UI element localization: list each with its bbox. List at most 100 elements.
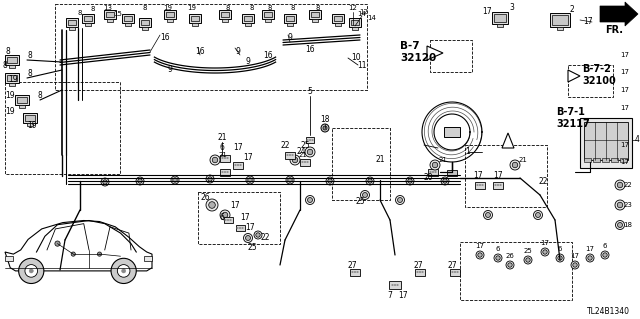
Text: 27: 27 — [447, 261, 457, 270]
Circle shape — [506, 261, 514, 269]
Circle shape — [309, 139, 311, 141]
Circle shape — [526, 258, 530, 262]
Bar — [264, 11, 272, 17]
Bar — [142, 26, 148, 29]
Bar — [27, 123, 33, 126]
Circle shape — [617, 182, 623, 188]
Circle shape — [617, 202, 623, 208]
Circle shape — [111, 258, 136, 284]
Bar — [284, 13, 296, 23]
Circle shape — [305, 196, 314, 204]
Circle shape — [392, 284, 394, 286]
Circle shape — [354, 271, 356, 273]
Circle shape — [362, 193, 367, 197]
Circle shape — [496, 256, 500, 260]
Circle shape — [618, 223, 623, 227]
Text: 18: 18 — [320, 115, 330, 124]
Circle shape — [512, 162, 518, 168]
Text: 17: 17 — [570, 253, 579, 259]
Circle shape — [573, 263, 577, 267]
Text: 17: 17 — [493, 170, 503, 180]
Bar — [415, 269, 425, 276]
Circle shape — [432, 162, 438, 168]
Bar — [66, 18, 78, 26]
Circle shape — [227, 157, 228, 159]
Circle shape — [454, 271, 456, 273]
Text: 21: 21 — [299, 152, 307, 158]
Circle shape — [225, 219, 227, 221]
Circle shape — [307, 149, 313, 155]
Circle shape — [495, 184, 496, 186]
Bar — [351, 19, 359, 25]
Bar — [23, 113, 37, 123]
Circle shape — [308, 197, 312, 203]
Bar — [164, 10, 176, 19]
Circle shape — [122, 269, 125, 273]
Bar — [447, 170, 457, 176]
Bar — [9, 83, 15, 86]
Circle shape — [240, 164, 241, 166]
Bar — [191, 16, 199, 20]
Bar — [262, 10, 274, 19]
Text: 8: 8 — [226, 5, 230, 11]
Circle shape — [356, 271, 358, 273]
Circle shape — [441, 177, 449, 185]
Text: 16: 16 — [195, 48, 205, 56]
Circle shape — [248, 178, 252, 182]
Circle shape — [301, 161, 303, 163]
Text: B-7-1
32117: B-7-1 32117 — [556, 107, 589, 129]
Text: 4: 4 — [635, 136, 639, 145]
Bar — [430, 40, 472, 72]
Bar — [25, 115, 35, 121]
Bar — [494, 14, 506, 22]
Bar — [124, 16, 132, 20]
Circle shape — [246, 235, 250, 241]
Circle shape — [256, 233, 260, 237]
Bar — [265, 19, 271, 21]
Bar — [222, 19, 228, 21]
Text: 17: 17 — [621, 69, 630, 75]
Circle shape — [417, 271, 419, 273]
Circle shape — [478, 253, 482, 257]
Circle shape — [210, 155, 220, 165]
Text: 25: 25 — [300, 140, 310, 150]
Circle shape — [173, 178, 177, 182]
Bar — [244, 16, 252, 20]
Circle shape — [209, 202, 215, 208]
Text: 22: 22 — [623, 182, 632, 188]
Circle shape — [479, 184, 481, 186]
Circle shape — [508, 263, 512, 267]
Bar — [7, 75, 17, 81]
Bar — [107, 19, 113, 21]
Text: 19: 19 — [163, 5, 173, 11]
Text: 8: 8 — [268, 5, 272, 11]
Circle shape — [326, 177, 334, 185]
Bar — [450, 269, 460, 276]
Circle shape — [71, 252, 76, 256]
Circle shape — [307, 161, 308, 163]
Bar — [584, 122, 628, 160]
Bar — [15, 95, 29, 105]
Text: 24: 24 — [296, 147, 306, 157]
Bar — [552, 15, 568, 25]
Text: 27: 27 — [347, 261, 357, 270]
Text: 16: 16 — [160, 33, 170, 42]
Text: 7: 7 — [388, 291, 392, 300]
Bar — [55, 4, 367, 90]
Text: 8: 8 — [316, 5, 320, 11]
Circle shape — [171, 176, 179, 184]
Bar — [233, 161, 243, 168]
Circle shape — [510, 160, 520, 170]
Bar — [19, 105, 25, 108]
Text: 6: 6 — [220, 144, 225, 152]
Text: 19: 19 — [188, 5, 196, 11]
Text: 5: 5 — [308, 87, 312, 97]
Circle shape — [615, 200, 625, 210]
Circle shape — [601, 251, 609, 259]
Text: 17: 17 — [583, 18, 593, 26]
Text: 25: 25 — [247, 243, 257, 253]
Circle shape — [571, 261, 579, 269]
Polygon shape — [427, 46, 443, 60]
Circle shape — [136, 177, 144, 185]
Bar — [389, 281, 401, 289]
